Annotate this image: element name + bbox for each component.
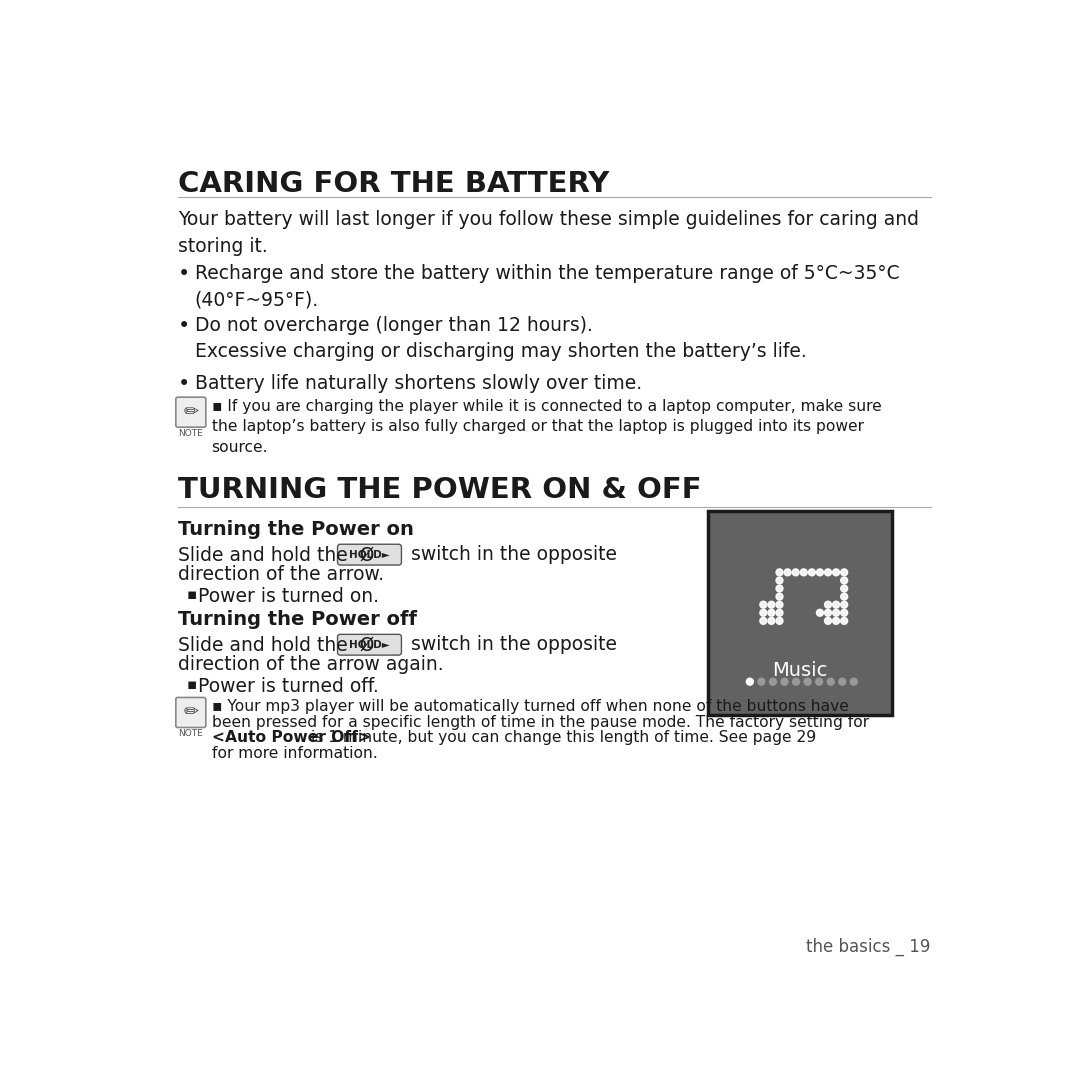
Text: •: • bbox=[178, 374, 190, 394]
FancyBboxPatch shape bbox=[176, 397, 206, 428]
Circle shape bbox=[793, 678, 799, 685]
Circle shape bbox=[827, 678, 834, 685]
Circle shape bbox=[816, 569, 823, 576]
Text: direction of the arrow again.: direction of the arrow again. bbox=[178, 654, 444, 674]
Text: Turning the Power on: Turning the Power on bbox=[178, 519, 414, 539]
Text: Power is turned off.: Power is turned off. bbox=[198, 677, 378, 697]
Circle shape bbox=[850, 678, 858, 685]
Text: ✏: ✏ bbox=[184, 703, 199, 721]
Circle shape bbox=[840, 618, 848, 624]
Circle shape bbox=[816, 609, 823, 617]
Text: HOLD►: HOLD► bbox=[349, 639, 390, 650]
Text: for more information.: for more information. bbox=[212, 745, 377, 760]
Circle shape bbox=[833, 618, 839, 624]
FancyBboxPatch shape bbox=[176, 698, 206, 728]
Text: Music: Music bbox=[772, 661, 827, 680]
Circle shape bbox=[746, 678, 754, 685]
Circle shape bbox=[777, 618, 783, 624]
Circle shape bbox=[840, 585, 848, 592]
Text: Turning the Power off: Turning the Power off bbox=[178, 610, 417, 629]
Circle shape bbox=[768, 602, 774, 608]
Text: •: • bbox=[178, 316, 190, 336]
FancyBboxPatch shape bbox=[338, 634, 402, 656]
Circle shape bbox=[824, 569, 832, 576]
Text: Recharge and store the battery within the temperature range of 5°C~35°C
(40°F~95: Recharge and store the battery within th… bbox=[194, 265, 900, 310]
Text: Your battery will last longer if you follow these simple guidelines for caring a: Your battery will last longer if you fol… bbox=[178, 211, 919, 256]
Text: ▪ Your mp3 player will be automatically turned off when none of the buttons have: ▪ Your mp3 player will be automatically … bbox=[212, 700, 849, 714]
Circle shape bbox=[840, 609, 848, 617]
Circle shape bbox=[781, 678, 788, 685]
Text: Do not overcharge (longer than 12 hours).
Excessive charging or discharging may : Do not overcharge (longer than 12 hours)… bbox=[194, 316, 807, 362]
Circle shape bbox=[769, 678, 777, 685]
Text: Slide and hold the  Ø: Slide and hold the Ø bbox=[178, 545, 374, 565]
Circle shape bbox=[777, 609, 783, 617]
Circle shape bbox=[805, 678, 811, 685]
Text: Battery life naturally shortens slowly over time.: Battery life naturally shortens slowly o… bbox=[194, 374, 642, 393]
Text: ▪ If you are charging the player while it is connected to a laptop computer, mak: ▪ If you are charging the player while i… bbox=[212, 400, 881, 455]
Text: TURNING THE POWER ON & OFF: TURNING THE POWER ON & OFF bbox=[178, 476, 701, 504]
Circle shape bbox=[760, 618, 767, 624]
Circle shape bbox=[793, 569, 799, 576]
Circle shape bbox=[784, 569, 791, 576]
Circle shape bbox=[815, 678, 823, 685]
Text: the basics _ 19: the basics _ 19 bbox=[807, 939, 931, 957]
Text: NOTE: NOTE bbox=[178, 429, 203, 438]
Circle shape bbox=[833, 609, 839, 617]
Text: NOTE: NOTE bbox=[178, 729, 203, 739]
Text: is 1 minute, but you can change this length of time. See page 29: is 1 minute, but you can change this len… bbox=[307, 730, 816, 745]
Text: switch in the opposite: switch in the opposite bbox=[405, 545, 617, 565]
Circle shape bbox=[777, 602, 783, 608]
Circle shape bbox=[777, 593, 783, 600]
Circle shape bbox=[768, 609, 774, 617]
Circle shape bbox=[760, 609, 767, 617]
Circle shape bbox=[777, 569, 783, 576]
Text: direction of the arrow.: direction of the arrow. bbox=[178, 565, 383, 583]
Text: ▪: ▪ bbox=[187, 588, 198, 602]
Circle shape bbox=[800, 569, 807, 576]
FancyBboxPatch shape bbox=[707, 511, 892, 715]
Circle shape bbox=[833, 569, 839, 576]
Circle shape bbox=[824, 602, 832, 608]
Circle shape bbox=[808, 569, 815, 576]
Circle shape bbox=[760, 602, 767, 608]
Circle shape bbox=[840, 602, 848, 608]
FancyBboxPatch shape bbox=[338, 544, 402, 565]
Text: ✏: ✏ bbox=[184, 403, 199, 421]
Circle shape bbox=[840, 577, 848, 584]
Circle shape bbox=[777, 577, 783, 584]
Text: ▪: ▪ bbox=[187, 677, 198, 692]
Circle shape bbox=[824, 609, 832, 617]
Text: CARING FOR THE BATTERY: CARING FOR THE BATTERY bbox=[178, 170, 609, 198]
Text: Slide and hold the  Ø: Slide and hold the Ø bbox=[178, 635, 374, 654]
Circle shape bbox=[758, 678, 765, 685]
Text: •: • bbox=[178, 265, 190, 284]
Circle shape bbox=[833, 602, 839, 608]
Text: <Auto Power Off>: <Auto Power Off> bbox=[212, 730, 370, 745]
Circle shape bbox=[768, 618, 774, 624]
Circle shape bbox=[840, 593, 848, 600]
Circle shape bbox=[824, 618, 832, 624]
Text: been pressed for a specific length of time in the pause mode. The factory settin: been pressed for a specific length of ti… bbox=[212, 715, 868, 730]
Circle shape bbox=[777, 585, 783, 592]
Text: Power is turned on.: Power is turned on. bbox=[198, 588, 379, 606]
Circle shape bbox=[839, 678, 846, 685]
Circle shape bbox=[840, 569, 848, 576]
Text: HOLD►: HOLD► bbox=[349, 550, 390, 559]
Text: switch in the opposite: switch in the opposite bbox=[405, 635, 617, 654]
